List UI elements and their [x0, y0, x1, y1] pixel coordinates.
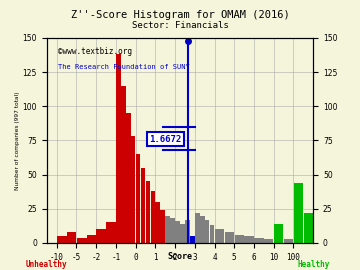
Bar	[145, 181, 150, 243]
Bar	[165, 216, 170, 243]
Bar	[200, 216, 204, 243]
Bar	[180, 224, 185, 243]
Bar	[264, 239, 274, 243]
Text: Unhealthy: Unhealthy	[26, 260, 68, 269]
Bar	[185, 220, 190, 243]
Bar	[161, 210, 165, 243]
Bar	[274, 224, 283, 243]
Bar	[215, 229, 224, 243]
Title: Z''-Score Histogram for OMAM (2016): Z''-Score Histogram for OMAM (2016)	[71, 10, 289, 20]
Bar	[77, 238, 96, 243]
Bar	[131, 136, 135, 243]
Bar	[150, 191, 155, 243]
Bar	[195, 213, 199, 243]
Bar	[57, 236, 76, 243]
Text: Healthy: Healthy	[297, 260, 329, 269]
Bar	[210, 225, 215, 243]
Bar	[136, 154, 140, 243]
Text: 1.6672: 1.6672	[149, 134, 181, 144]
Bar	[303, 213, 313, 243]
Bar	[244, 236, 254, 243]
Bar	[170, 218, 175, 243]
Bar	[86, 235, 96, 243]
Bar	[234, 235, 244, 243]
Bar	[190, 236, 195, 243]
Bar	[121, 86, 126, 243]
Text: ©www.textbiz.org: ©www.textbiz.org	[58, 47, 132, 56]
Y-axis label: Number of companies (997 total): Number of companies (997 total)	[15, 91, 20, 190]
Bar	[175, 221, 180, 243]
Bar	[205, 220, 210, 243]
Bar	[284, 239, 293, 243]
Bar	[116, 54, 121, 243]
Text: The Research Foundation of SUNY: The Research Foundation of SUNY	[58, 64, 189, 70]
Text: Score: Score	[167, 252, 193, 261]
Bar	[126, 113, 131, 243]
Bar	[156, 202, 160, 243]
Text: Sector: Financials: Sector: Financials	[132, 21, 228, 30]
Bar	[106, 222, 116, 243]
Bar	[225, 232, 234, 243]
Bar	[67, 232, 76, 243]
Bar	[96, 229, 106, 243]
Bar	[294, 183, 303, 243]
Bar	[141, 168, 145, 243]
Bar	[254, 238, 264, 243]
